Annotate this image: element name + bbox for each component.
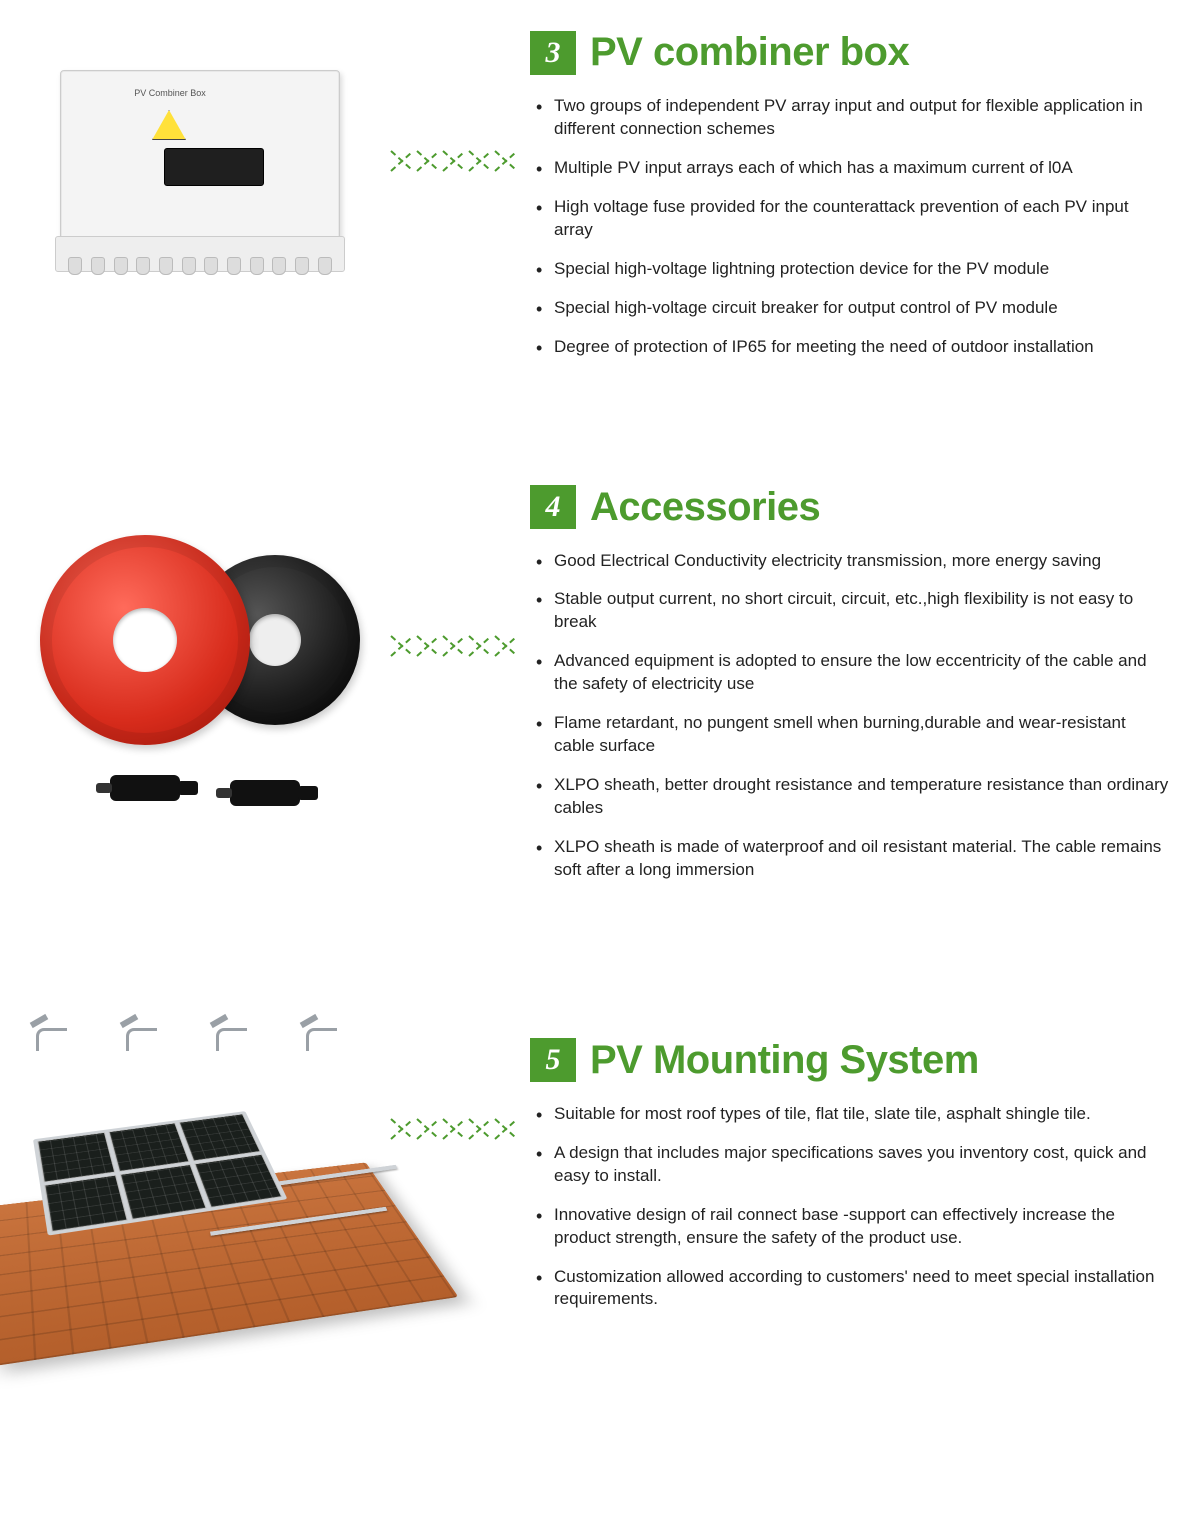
bullet-item: Flame retardant, no pungent smell when b…: [534, 712, 1170, 758]
section-image: [20, 485, 380, 845]
mc4-connector: [230, 780, 300, 806]
bullet-item: A design that includes major specificati…: [534, 1142, 1170, 1188]
arrow-divider: [390, 1008, 520, 1150]
bullet-item: Two groups of independent PV array input…: [534, 95, 1170, 141]
bullet-item: Stable output current, no short circuit,…: [534, 588, 1170, 634]
bullet-list: Good Electrical Conductivity electricity…: [530, 550, 1170, 882]
section-accessories: 4 Accessories Good Electrical Conductivi…: [20, 485, 1180, 898]
bullet-item: Special high-voltage circuit breaker for…: [534, 297, 1170, 320]
combiner-box-label: PV Combiner Box: [134, 88, 206, 98]
bullet-item: Degree of protection of IP65 for meeting…: [534, 336, 1170, 359]
section-content: 4 Accessories Good Electrical Conductivi…: [530, 485, 1180, 898]
mc4-connector: [110, 775, 180, 801]
cables-illustration: [40, 525, 360, 845]
chevron-arrows-icon: [391, 625, 519, 667]
bullet-item: Innovative design of rail connect base -…: [534, 1204, 1170, 1250]
mounting-illustration: [20, 1008, 380, 1368]
section-image: PV Combiner Box: [20, 30, 380, 290]
bullet-item: Advanced equipment is adopted to ensure …: [534, 650, 1170, 696]
bullet-item: XLPO sheath, better drought resistance a…: [534, 774, 1170, 820]
roof-hook-icon: [30, 1008, 80, 1058]
bullet-list: Suitable for most roof types of tile, fl…: [530, 1103, 1170, 1312]
arrow-divider: [390, 485, 520, 667]
roof-hook-icon: [300, 1008, 350, 1058]
section-title: PV combiner box: [590, 30, 909, 75]
bullet-item: Special high-voltage lightning protectio…: [534, 258, 1170, 281]
section-title: Accessories: [590, 485, 820, 530]
section-pv-combiner-box: PV Combiner Box 3 PV combiner box Two gr…: [20, 30, 1180, 375]
section-number-box: 5: [530, 1038, 576, 1082]
section-heading: 4 Accessories: [530, 485, 1170, 530]
chevron-arrows-icon: [391, 140, 519, 182]
bullet-item: Multiple PV input arrays each of which h…: [534, 157, 1170, 180]
section-content: 5 PV Mounting System Suitable for most r…: [530, 1008, 1180, 1328]
notice-plate: [164, 148, 264, 186]
bullet-item: High voltage fuse provided for the count…: [534, 196, 1170, 242]
section-pv-mounting-system: 5 PV Mounting System Suitable for most r…: [20, 1008, 1180, 1368]
section-number-box: 4: [530, 485, 576, 529]
chevron-arrows-icon: [391, 1108, 519, 1150]
section-heading: 3 PV combiner box: [530, 30, 1170, 75]
bullet-item: XLPO sheath is made of waterproof and oi…: [534, 836, 1170, 882]
bullet-item: Good Electrical Conductivity electricity…: [534, 550, 1170, 573]
combiner-box-illustration: PV Combiner Box: [50, 70, 350, 290]
section-title: PV Mounting System: [590, 1038, 979, 1083]
section-content: 3 PV combiner box Two groups of independ…: [530, 30, 1180, 375]
bullet-item: Suitable for most roof types of tile, fl…: [534, 1103, 1170, 1126]
roof-hook-icon: [210, 1008, 260, 1058]
section-number-box: 3: [530, 31, 576, 75]
arrow-divider: [390, 30, 520, 182]
cable-coil-red: [40, 535, 250, 745]
bullet-item: Customization allowed according to custo…: [534, 1266, 1170, 1312]
section-heading: 5 PV Mounting System: [530, 1038, 1170, 1083]
section-image: [20, 1008, 380, 1368]
bullet-list: Two groups of independent PV array input…: [530, 95, 1170, 359]
roof-hook-icon: [120, 1008, 170, 1058]
